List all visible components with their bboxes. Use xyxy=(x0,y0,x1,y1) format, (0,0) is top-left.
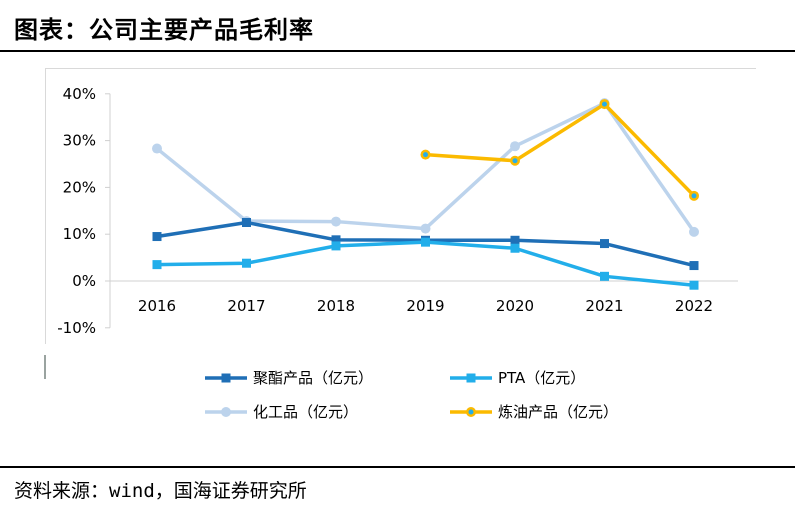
data-point xyxy=(689,261,699,271)
legend-label: 化工品（亿元） xyxy=(253,403,358,421)
y-tick-label: 10% xyxy=(63,225,96,243)
legend-label: 聚酯产品（亿元） xyxy=(253,369,373,387)
y-tick-label: 20% xyxy=(63,178,96,196)
series-line xyxy=(425,102,696,198)
header-divider xyxy=(0,50,795,52)
legend: 聚酯产品（亿元） PTA（亿元） 化工品（亿元） 炼油产品（亿元） xyxy=(205,369,618,421)
y-tick-label: 30% xyxy=(63,132,96,150)
data-point-center xyxy=(423,152,428,158)
x-tick-label: 2017 xyxy=(227,297,265,315)
data-point xyxy=(152,260,162,270)
x-tick-label: 2019 xyxy=(406,297,444,315)
data-point-center xyxy=(512,158,518,164)
legend-label: 炼油产品（亿元） xyxy=(498,403,618,421)
header: 图表：公司主要产品毛利率 xyxy=(0,0,795,58)
axis-layer: -10% 0% 10% 20% 30% 40% 2016 2017 2018 2019 2020 20… xyxy=(57,85,738,337)
series-layer xyxy=(152,98,699,290)
x-tick-label: 2021 xyxy=(585,297,623,315)
data-point xyxy=(689,226,699,237)
y-tick-label: 0% xyxy=(72,272,96,290)
footer-divider xyxy=(0,466,795,468)
data-point xyxy=(689,280,699,290)
data-point xyxy=(152,232,162,242)
series-line xyxy=(155,101,696,233)
data-point xyxy=(221,407,231,417)
y-tick-label: -10% xyxy=(57,319,96,337)
data-point xyxy=(600,271,609,281)
x-tick-label: 2020 xyxy=(496,297,534,315)
data-point xyxy=(331,235,341,245)
data-point xyxy=(510,235,520,245)
series-line xyxy=(156,240,695,287)
chart-frame xyxy=(45,68,756,344)
page-title: 图表：公司主要产品毛利率 xyxy=(14,15,314,44)
data-point xyxy=(221,373,231,383)
x-tick-label: 2022 xyxy=(675,297,713,315)
data-point xyxy=(331,241,341,251)
data-point-center xyxy=(691,193,697,199)
data-point-center xyxy=(602,101,607,107)
data-point xyxy=(510,243,520,253)
data-point xyxy=(331,216,341,227)
x-tick-label: 2018 xyxy=(317,297,355,315)
y-tick-label: 40% xyxy=(63,85,96,103)
decorative-stub xyxy=(44,355,46,379)
data-point xyxy=(152,143,162,154)
x-tick-label: 2016 xyxy=(138,297,176,315)
data-point xyxy=(421,237,430,247)
data-point xyxy=(242,218,251,227)
data-point xyxy=(466,373,476,383)
data-point xyxy=(510,141,520,152)
data-point xyxy=(420,223,431,234)
legend-label: PTA（亿元） xyxy=(498,369,585,387)
data-point-center xyxy=(468,409,474,415)
data-point xyxy=(600,239,609,249)
source-note: 资料来源：wind，国海证券研究所 xyxy=(14,480,307,502)
data-point xyxy=(242,258,251,268)
